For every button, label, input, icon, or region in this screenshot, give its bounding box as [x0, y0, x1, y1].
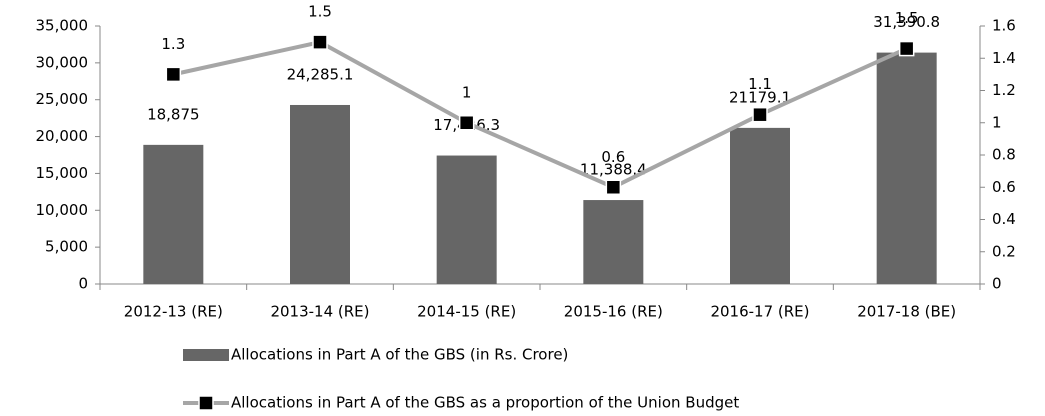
- bar-value-label: 18,875: [147, 105, 200, 123]
- line-marker: [165, 66, 182, 83]
- x-tick-label: 2012-13 (RE): [124, 303, 223, 321]
- y2-tick-label: 0.4: [992, 210, 1016, 228]
- y2-tick-label: 0.6: [992, 178, 1016, 196]
- x-tick-label: 2016-17 (RE): [710, 303, 809, 321]
- line-marker: [458, 115, 475, 131]
- line-value-label: 1.1: [748, 75, 772, 93]
- legend-label: Allocations in Part A of the GBS (in Rs.…: [231, 346, 568, 364]
- line-marker: [605, 179, 622, 195]
- y-tick-label: 30,000: [36, 53, 89, 71]
- bar: [583, 200, 644, 284]
- line-marker: [752, 106, 768, 123]
- y-tick-label: 10,000: [36, 201, 89, 219]
- line-value-label: 1.3: [161, 35, 185, 53]
- y-tick-label: 5,000: [45, 238, 88, 256]
- legend-label: Allocations in Part A of the GBS as a pr…: [231, 394, 739, 412]
- y-tick-label: 20,000: [36, 127, 89, 145]
- y2-tick-label: 0.2: [992, 242, 1016, 260]
- bar-value-label: 31,390.8: [873, 13, 940, 31]
- bar: [143, 144, 204, 284]
- line-value-label: 1.5: [895, 9, 919, 27]
- y2-tick-label: 1.6: [992, 17, 1016, 35]
- x-tick-label: 2015-16 (RE): [564, 303, 663, 321]
- y-tick-label: 0: [78, 275, 88, 293]
- x-tick-label: 2014-15 (RE): [417, 303, 516, 321]
- line: [172, 40, 908, 190]
- y2-tick-label: 0.8: [992, 146, 1016, 164]
- bar: [436, 155, 497, 284]
- bar: [290, 104, 350, 284]
- y2-tick-label: 0: [992, 275, 1002, 293]
- bar-value-label: 11,388.4: [580, 161, 647, 179]
- bar: [876, 52, 937, 284]
- bar-value-label: 21179.1: [729, 88, 791, 106]
- line-marker: [898, 40, 915, 57]
- bar: [730, 127, 790, 284]
- line-marker: [312, 34, 328, 50]
- x-tick-label: 2013-14 (RE): [270, 303, 369, 321]
- y2-tick-label: 1.2: [992, 81, 1016, 99]
- line-value-label: 1: [462, 83, 472, 101]
- line-value-label: 1.5: [308, 3, 332, 21]
- y-tick-label: 25,000: [36, 90, 89, 108]
- legend-marker: [198, 395, 214, 411]
- y2-tick-label: 1: [992, 113, 1002, 131]
- y-tick-label: 35,000: [36, 17, 89, 35]
- line-value-label: 0.6: [601, 148, 625, 166]
- legend-swatch: [183, 349, 229, 361]
- y2-tick-label: 1.4: [992, 49, 1016, 67]
- bar-value-label: 24,285.1: [287, 65, 354, 83]
- y-tick-label: 15,000: [36, 164, 89, 182]
- x-tick-label: 2017-18 (BE): [857, 303, 956, 321]
